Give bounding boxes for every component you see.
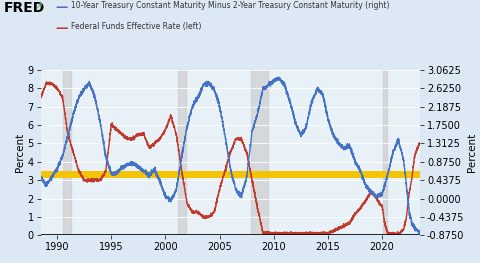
Text: ↗: ↗ [35, 1, 43, 11]
Bar [383, 70, 386, 235]
Bar [178, 70, 186, 235]
Bar [63, 70, 72, 235]
Text: 10-Year Treasury Constant Maturity Minus 2-Year Treasury Constant Maturity (righ: 10-Year Treasury Constant Maturity Minus… [71, 1, 390, 9]
Text: FRED: FRED [4, 1, 45, 15]
Bar [251, 70, 268, 235]
Y-axis label: Percent: Percent [467, 133, 477, 172]
Text: Federal Funds Effective Rate (left): Federal Funds Effective Rate (left) [71, 22, 202, 31]
Text: —: — [55, 1, 68, 13]
Y-axis label: Percent: Percent [15, 133, 25, 172]
Text: —: — [55, 22, 68, 35]
